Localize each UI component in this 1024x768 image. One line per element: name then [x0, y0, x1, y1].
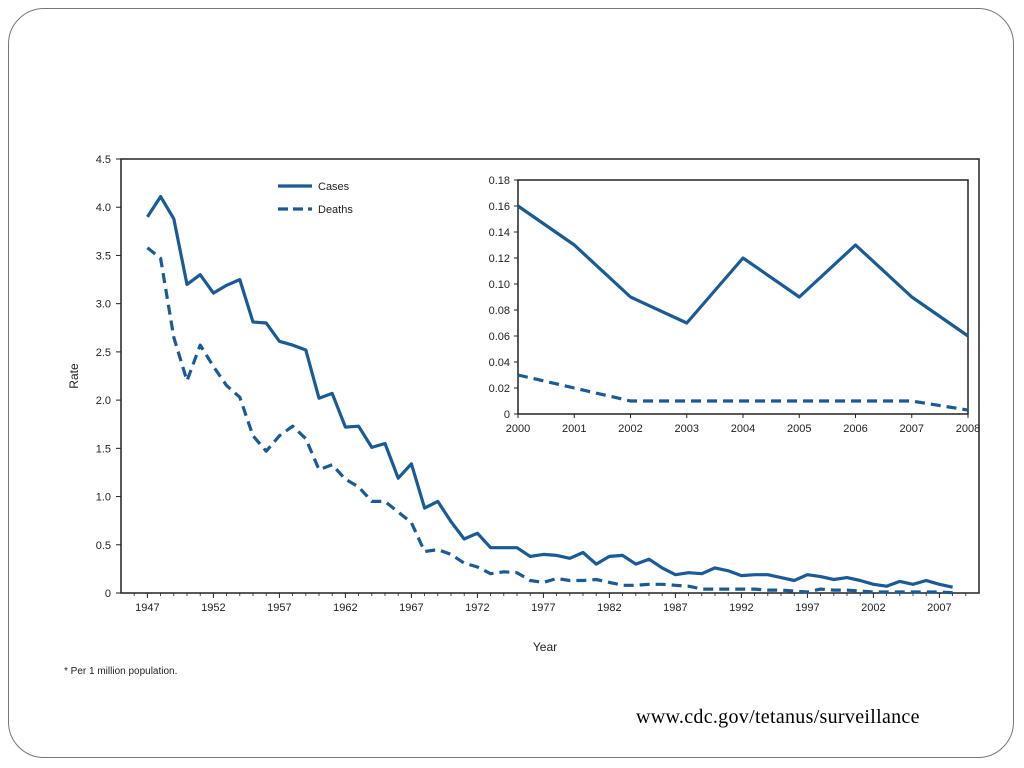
main-x-tick-label: 1972 — [465, 602, 489, 614]
main-x-tick-label: 1947 — [135, 602, 159, 614]
footnote: * Per 1 million population. — [64, 666, 177, 677]
inset-y-tick-label: 0.14 — [489, 227, 510, 239]
main-y-tick-label: 4.5 — [96, 154, 111, 166]
main-x-tick-label: 1992 — [729, 602, 753, 614]
inset-x-tick-label: 2006 — [843, 423, 867, 435]
inset-y-tick-label: 0.06 — [489, 331, 510, 343]
main-x-tick-label: 2007 — [927, 602, 951, 614]
main-x-tick-label: 1982 — [597, 602, 621, 614]
source-url: www.cdc.gov/tetanus/surveillance — [636, 706, 920, 728]
legend-cases-label: Cases — [318, 181, 350, 193]
inset-chart: 0 0.02 0.04 0.06 0.08 0.10 0.12 0.14 0.16 0.18 200… — [489, 175, 981, 435]
main-y-tick-label: 0.5 — [96, 540, 111, 552]
main-x-tick-label: 1977 — [531, 602, 555, 614]
main-y-tick-label: 0 — [105, 588, 111, 600]
inset-x-tick-label: 2000 — [506, 423, 530, 435]
main-y-tick-label: 2.5 — [96, 347, 111, 359]
inset-x-tick-label: 2004 — [731, 423, 755, 435]
main-y-axis-title: Rate — [67, 363, 81, 389]
main-x-tick-label: 1962 — [333, 602, 357, 614]
inset-y-tick-label: 0.18 — [489, 175, 510, 187]
inset-y-tick-label: 0.02 — [489, 383, 510, 395]
inset-x-tick-label: 2002 — [618, 423, 642, 435]
legend-deaths-label: Deaths — [318, 204, 353, 216]
main-x-tick-label: 1957 — [267, 602, 291, 614]
main-x-tick-label: 2002 — [861, 602, 885, 614]
main-y-tick-label: 4.0 — [96, 202, 111, 214]
main-x-tick-label: 1987 — [663, 602, 687, 614]
main-y-tick-label: 3.5 — [96, 250, 111, 262]
inset-y-tick-label: 0.16 — [489, 201, 510, 213]
inset-series-deaths-line — [517, 373, 969, 412]
main-x-tick-label: 1952 — [201, 602, 225, 614]
main-series-cases-line — [146, 195, 953, 589]
inset-y-tick-label: 0.10 — [489, 279, 510, 291]
inset-x-tick-label: 2001 — [562, 423, 586, 435]
main-x-axis-title: Year — [533, 640, 557, 654]
inset-y-tick-label: 0.08 — [489, 305, 510, 317]
inset-x-tick-label: 2005 — [787, 423, 811, 435]
main-x-tick-label: 1997 — [795, 602, 819, 614]
main-series-deaths-line — [146, 246, 953, 595]
inset-y-tick-label: 0.12 — [489, 253, 510, 265]
inset-series-cases-line — [517, 204, 969, 338]
main-y-tick-label: 1.5 — [96, 443, 111, 455]
inset-background — [518, 180, 968, 414]
inset-x-tick-label: 2008 — [956, 423, 980, 435]
inset-x-tick-label: 2003 — [675, 423, 699, 435]
main-y-tick-label: 2.0 — [96, 395, 111, 407]
main-x-tick-label: 1967 — [399, 602, 423, 614]
main-y-tick-label: 1.0 — [96, 492, 111, 504]
main-chart: 0 0.5 1.0 1.5 2.0 2.5 3.0 3.5 4.0 4.5 1947 1952 1957… — [67, 154, 980, 654]
inset-y-tick-label: 0 — [504, 409, 510, 421]
inset-y-tick-label: 0.04 — [489, 357, 510, 369]
main-plot-frame — [120, 158, 980, 594]
inset-x-tick-label: 2007 — [900, 423, 924, 435]
main-y-tick-label: 3.0 — [96, 299, 111, 311]
